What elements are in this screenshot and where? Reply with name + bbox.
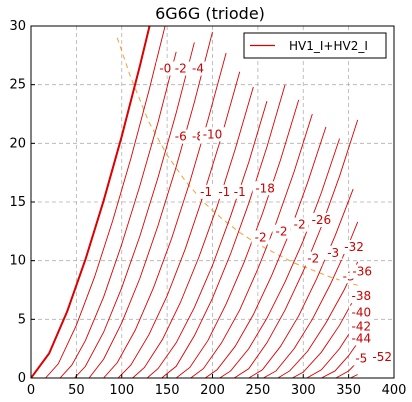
plate-curves [31,26,359,378]
y-tick-label: 20 [9,136,26,151]
contour-label-bg [348,319,374,334]
contour-label: -2 [275,225,287,239]
contour-label: -2 [294,218,306,232]
series-line--6 [74,42,195,378]
contour-label-bg [200,127,225,142]
contour-label-bg [348,331,374,346]
x-tick-label: 0 [27,383,35,398]
contour-label: -3 [343,269,355,283]
contour-label-bg [171,61,190,76]
y-tick-label: 0 [18,371,26,386]
contour-label-bg [341,239,367,254]
contour-label-bg [290,217,309,232]
series-line--20 [175,99,300,378]
contour-label-bg [304,251,323,266]
contour-label: -0 [159,62,171,76]
contour-label-bg [188,61,207,76]
series-line--16 [146,100,268,378]
series-line--28 [234,119,359,378]
contour-label-bg [308,212,334,227]
x-tick-label: 350 [336,383,361,398]
contour-label-bg [156,61,175,76]
contour-label-bg [171,129,190,144]
x-tick-label: 400 [382,383,407,398]
contour-label-bg [251,230,270,245]
legend-label: HV1_I+HV2_I [289,39,368,53]
contour-label-bg [230,184,249,199]
contour-label: -6 [175,130,187,144]
y-tick-label: 25 [9,78,26,93]
contour-label-bg [348,305,374,320]
contour-label-bg [369,350,395,365]
x-tick-label: 50 [68,383,85,398]
x-tick-label: 100 [109,383,134,398]
x-tick-label: 250 [245,383,270,398]
contour-label: -52 [372,350,392,364]
contour-label: -42 [352,320,372,334]
series-line--26 [219,138,340,378]
contour-label: -8 [192,130,204,144]
x-tick-label: 200 [200,383,225,398]
contour-label: -2 [255,231,267,245]
series-line--14 [132,86,254,378]
contour-label: -1 [234,185,246,199]
series-line--22 [190,113,313,378]
contour-label-bg [215,184,234,199]
y-tick-label: 30 [9,19,26,34]
contour-label: -2 [175,62,187,76]
x-tick-label: 300 [291,383,316,398]
contour-label: -36 [352,265,372,279]
series-line--12 [117,71,241,378]
series-line--2 [45,26,166,378]
contour-label: -2 [307,252,319,266]
contour-label: -3 [327,246,339,260]
contour-label: -1 [218,185,230,199]
series-line-0 [31,26,151,378]
contour-label: -4 [192,62,204,76]
series-line--4 [59,51,177,378]
chart-title: 6G6G (triode) [155,4,265,23]
contour-label-bg [252,181,278,196]
contour-label-bg [197,184,216,199]
series-line--38 [306,320,359,378]
series-line--36 [292,292,359,378]
y-tick-label: 5 [18,312,26,327]
x-tick-label: 150 [155,383,180,398]
contour-label: -18 [255,181,275,195]
series-line--30 [248,188,354,378]
grid-voltage-labels: -0 -2 -4 -6 -8-10 -1 -1 -1 -18 -2 -2 -2 -26 -2 -3 -32 -3… [156,61,395,366]
contour-label-bg [349,264,375,279]
legend: HV1_I+HV2_I [243,32,387,59]
series-line--34 [277,261,359,378]
y-axis-ticks: 0 5 10 15 20 25 30 [9,19,35,386]
contour-label: -26 [312,213,332,227]
x-axis-ticks: 0 50 100 150 200 250 300 350 400 [27,374,407,398]
contour-label: -1 [200,185,212,199]
series-line--44 [350,374,358,378]
contour-label: -32 [344,240,364,254]
series-line--24 [204,126,327,378]
y-tick-label: 15 [9,195,26,210]
series-line--18 [161,84,286,378]
contour-label: -5 [355,351,367,365]
contour-label-bg [324,245,343,260]
contour-label: -40 [352,306,372,320]
contour-label-bg [352,351,371,366]
y-tick-label: 10 [9,254,26,269]
series-line--40 [321,342,359,378]
contour-label: -44 [352,331,372,345]
contour-label-bg [272,224,291,239]
contour-label: -38 [352,289,372,303]
contour-label-bg [348,289,374,304]
series-line--8 [88,31,213,378]
contour-label: -10 [203,127,223,141]
